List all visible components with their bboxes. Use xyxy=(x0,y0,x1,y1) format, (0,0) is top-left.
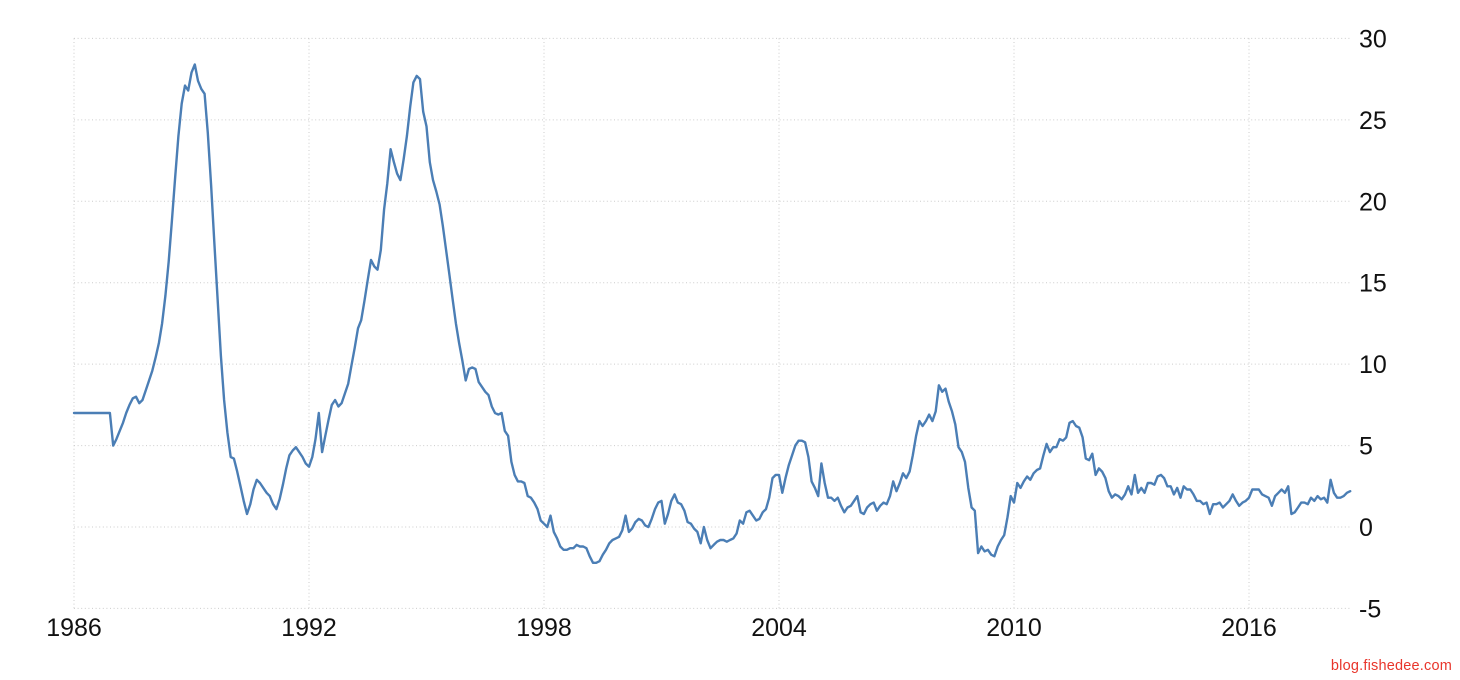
x-tick-label: 2004 xyxy=(751,614,807,642)
watermark-link[interactable]: blog.fishedee.com xyxy=(1330,658,1452,674)
x-tick-label: 1998 xyxy=(516,614,572,642)
series-line xyxy=(72,63,1352,564)
y-tick-label: 0 xyxy=(1359,514,1373,542)
y-tick-label: 25 xyxy=(1359,107,1387,135)
x-tick-label: 2010 xyxy=(986,614,1042,642)
x-tick-label: 1986 xyxy=(46,614,102,642)
y-tick-label: 20 xyxy=(1359,188,1387,216)
y-tick-label: -5 xyxy=(1359,595,1381,623)
y-tick-label: 30 xyxy=(1359,25,1387,53)
y-tick-label: 5 xyxy=(1359,433,1373,461)
y-tick-label: 10 xyxy=(1359,351,1387,379)
x-tick-label: 2016 xyxy=(1221,614,1277,642)
y-tick-label: 15 xyxy=(1359,270,1387,298)
x-tick-label: 1992 xyxy=(281,614,337,642)
